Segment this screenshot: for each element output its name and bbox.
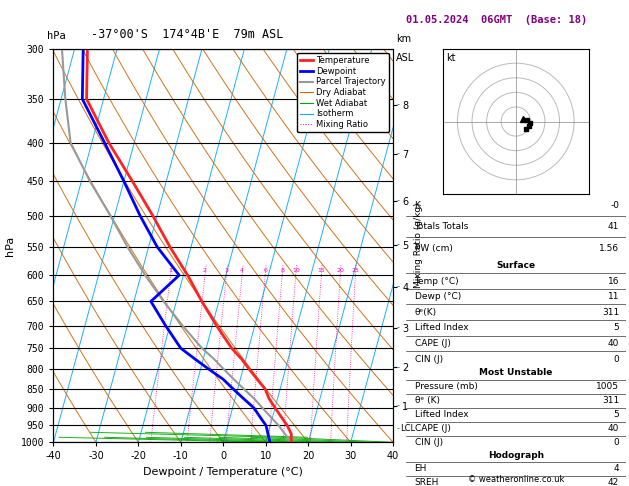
Text: 01.05.2024  06GMT  (Base: 18): 01.05.2024 06GMT (Base: 18) <box>406 15 587 25</box>
Text: 15: 15 <box>318 268 325 273</box>
Text: 42: 42 <box>608 478 619 486</box>
Text: ASL: ASL <box>396 53 415 64</box>
Text: 311: 311 <box>602 308 619 317</box>
Text: 2: 2 <box>203 268 207 273</box>
Text: θᵉ(K): θᵉ(K) <box>415 308 437 317</box>
Text: 8: 8 <box>280 268 284 273</box>
Text: kt: kt <box>446 53 455 63</box>
Text: 6: 6 <box>263 268 267 273</box>
Text: SREH: SREH <box>415 478 439 486</box>
Text: PW (cm): PW (cm) <box>415 243 452 253</box>
Text: 41: 41 <box>608 223 619 231</box>
Text: CIN (J): CIN (J) <box>415 438 443 447</box>
Text: 311: 311 <box>602 396 619 405</box>
Text: 0: 0 <box>613 355 619 364</box>
Text: -: - <box>396 149 399 158</box>
Text: 1.56: 1.56 <box>599 243 619 253</box>
Text: -: - <box>396 100 399 109</box>
Text: CAPE (J): CAPE (J) <box>415 339 450 348</box>
Text: © weatheronline.co.uk: © weatheronline.co.uk <box>467 474 564 484</box>
Text: 1005: 1005 <box>596 382 619 391</box>
Text: -: - <box>396 424 399 433</box>
Text: -: - <box>396 241 399 249</box>
Text: 3: 3 <box>225 268 228 273</box>
Text: Temp (°C): Temp (°C) <box>415 277 459 285</box>
Text: CIN (J): CIN (J) <box>415 355 443 364</box>
Text: EH: EH <box>415 465 427 473</box>
X-axis label: Dewpoint / Temperature (°C): Dewpoint / Temperature (°C) <box>143 467 303 477</box>
Text: 11: 11 <box>608 292 619 301</box>
Text: 0: 0 <box>613 438 619 447</box>
Text: Totals Totals: Totals Totals <box>415 223 469 231</box>
Text: -0: -0 <box>610 201 619 210</box>
Text: 1: 1 <box>169 268 172 273</box>
Y-axis label: hPa: hPa <box>6 235 15 256</box>
Text: 25: 25 <box>352 268 359 273</box>
Text: -: - <box>396 363 399 372</box>
Text: Lifted Index: Lifted Index <box>415 323 468 332</box>
Text: 4: 4 <box>614 465 619 473</box>
Text: LCL: LCL <box>400 424 415 433</box>
Text: Lifted Index: Lifted Index <box>415 410 468 419</box>
Text: -37°00'S  174°4B'E  79m ASL: -37°00'S 174°4B'E 79m ASL <box>91 28 284 41</box>
Text: 16: 16 <box>608 277 619 285</box>
Text: Dewp (°C): Dewp (°C) <box>415 292 461 301</box>
Text: 4: 4 <box>240 268 244 273</box>
Text: Pressure (mb): Pressure (mb) <box>415 382 477 391</box>
Text: 5: 5 <box>613 410 619 419</box>
Text: Hodograph: Hodograph <box>487 451 544 460</box>
Text: 5: 5 <box>613 323 619 332</box>
Text: Mixing Ratio (g/kg): Mixing Ratio (g/kg) <box>414 203 423 288</box>
Text: -: - <box>396 196 399 206</box>
Text: km: km <box>396 34 411 44</box>
Text: 40: 40 <box>608 424 619 433</box>
Text: hPa: hPa <box>47 31 66 41</box>
Text: K: K <box>415 201 420 210</box>
Text: Surface: Surface <box>496 261 535 270</box>
Text: θᵉ (K): θᵉ (K) <box>415 396 440 405</box>
Text: -: - <box>396 324 399 332</box>
Legend: Temperature, Dewpoint, Parcel Trajectory, Dry Adiabat, Wet Adiabat, Isotherm, Mi: Temperature, Dewpoint, Parcel Trajectory… <box>297 53 389 132</box>
Text: Most Unstable: Most Unstable <box>479 368 552 378</box>
Text: 40: 40 <box>608 339 619 348</box>
Text: CAPE (J): CAPE (J) <box>415 424 450 433</box>
Text: -: - <box>396 282 399 292</box>
Text: -: - <box>396 401 399 411</box>
Text: 10: 10 <box>292 268 299 273</box>
Text: 20: 20 <box>337 268 344 273</box>
